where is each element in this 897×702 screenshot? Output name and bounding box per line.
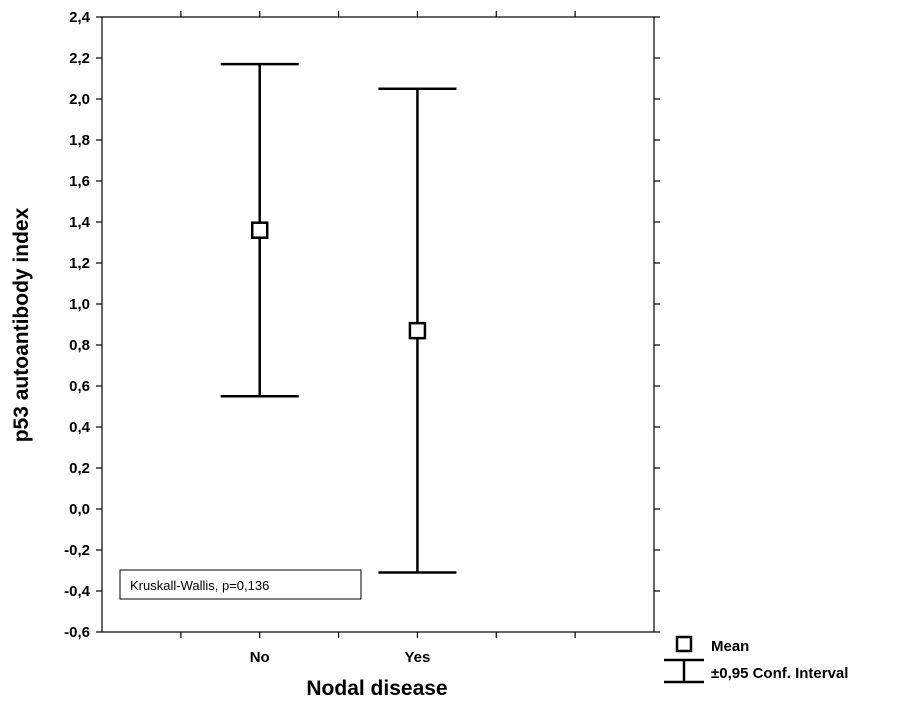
legend-item-ci: ±0,95 Conf. Interval (711, 665, 848, 682)
y-tick-label: 1,4 (69, 214, 91, 231)
y-tick-label: -0,6 (64, 624, 90, 641)
y-axis-title: p53 autoantibody index (10, 207, 33, 442)
x-tick-label: No (250, 649, 270, 666)
x-axis: No Yes (181, 11, 575, 666)
square-icon (677, 637, 691, 651)
y-tick-label: -0,2 (64, 542, 90, 559)
error-bars (221, 64, 457, 572)
y-tick-label: 0,2 (69, 460, 90, 477)
y-axis: -0,6 -0,4 -0,2 0,0 0,2 0,4 0,6 0,8 1,0 1,2 1,4 1,6 1… (64, 9, 660, 641)
y-tick-label: 0,8 (69, 337, 90, 354)
legend-item-mean: Mean (711, 638, 749, 655)
y-tick-label: 1,6 (69, 173, 90, 190)
error-bar (378, 89, 456, 573)
mean-marker (252, 223, 267, 238)
y-tick-label: 0,0 (69, 501, 90, 518)
legend: Mean ±0,95 Conf. Interval (664, 637, 848, 682)
y-tick-label: 0,6 (69, 378, 90, 395)
y-tick-label: 1,2 (69, 255, 90, 272)
y-tick-label: 2,0 (69, 91, 90, 108)
y-tick-label: 2,2 (69, 50, 90, 67)
error-bar-icon (664, 660, 704, 682)
x-tick-label: Yes (404, 649, 430, 666)
y-tick-label: 1,0 (69, 296, 90, 313)
annotation-text: Kruskall-Wallis, p=0,136 (130, 578, 269, 593)
y-tick-label: 0,4 (69, 419, 91, 436)
y-tick-label: 1,8 (69, 132, 90, 149)
mean-marker (410, 323, 425, 338)
annotation-box: Kruskall-Wallis, p=0,136 (120, 570, 361, 599)
plot-frame (102, 17, 654, 632)
error-bar (221, 64, 299, 396)
x-axis-title: Nodal disease (306, 677, 447, 700)
y-tick-label: 2,4 (69, 9, 91, 26)
y-tick-label: -0,4 (64, 583, 91, 600)
